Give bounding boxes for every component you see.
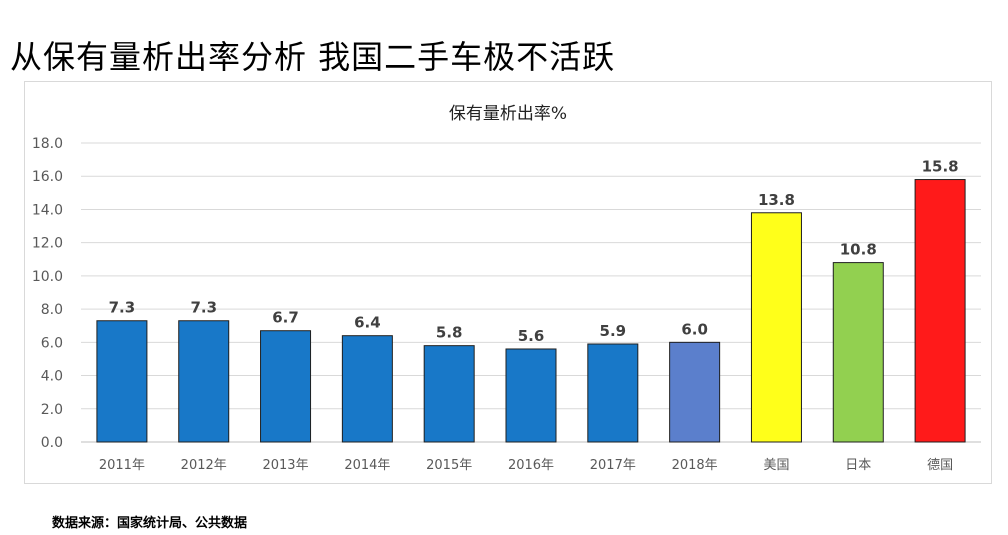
- y-tick-label: 14.0: [32, 202, 63, 218]
- x-tick-label: 2012年: [181, 458, 227, 473]
- y-tick-label: 4.0: [41, 369, 63, 385]
- bar: [914, 179, 966, 443]
- source-note: 数据来源：国家统计局、公共数据: [52, 516, 248, 531]
- y-tick-label: 6.0: [41, 335, 63, 351]
- y-tick-label: 12.0: [32, 236, 63, 252]
- x-tick-label: 2013年: [262, 458, 308, 473]
- x-tick-label: 日本: [845, 458, 871, 473]
- data-label: 5.9: [600, 322, 627, 340]
- x-tick-label: 2014年: [344, 458, 390, 473]
- data-label: 10.8: [840, 241, 877, 259]
- y-tick-label: 0.0: [41, 435, 63, 451]
- chart-title: 保有量析出率%: [449, 104, 567, 124]
- page-title: 从保有量析出率分析 我国二手车极不活跃: [10, 38, 616, 76]
- y-tick-label: 8.0: [41, 302, 63, 318]
- data-label: 7.3: [190, 299, 217, 317]
- data-label: 6.7: [272, 309, 299, 327]
- data-label: 15.8: [922, 158, 959, 176]
- bar: [750, 212, 802, 443]
- bar: [178, 320, 230, 443]
- x-tick-label: 美国: [763, 458, 789, 473]
- data-label: 7.3: [109, 299, 136, 317]
- y-tick-label: 16.0: [32, 169, 63, 185]
- data-label: 6.0: [681, 320, 708, 338]
- data-label: 5.6: [518, 327, 545, 345]
- y-tick-label: 18.0: [32, 136, 63, 152]
- bar: [260, 330, 312, 443]
- data-label: 6.4: [354, 314, 381, 332]
- bar: [96, 320, 148, 443]
- x-tick-label: 2015年: [426, 458, 472, 473]
- bar: [505, 348, 557, 443]
- x-tick-label: 2011年: [99, 458, 145, 473]
- x-tick-label: 2017年: [590, 458, 636, 473]
- y-tick-label: 2.0: [41, 402, 63, 418]
- bar: [423, 345, 475, 443]
- x-tick-label: 2016年: [508, 458, 554, 473]
- x-tick-label: 2018年: [672, 458, 718, 473]
- data-label: 5.8: [436, 324, 463, 342]
- chart-area: 保有量析出率% 0.0 2.0 4.0 6.0 8.0 10.0 12.0 14.0 16.0 1…: [24, 81, 992, 484]
- bar-chart: 保有量析出率% 0.0 2.0 4.0 6.0 8.0 10.0 12.0 14.0 16.0 1…: [32, 104, 981, 473]
- bar: [669, 341, 721, 443]
- bar: [832, 262, 884, 443]
- bar: [341, 335, 393, 443]
- y-tick-label: 10.0: [32, 269, 63, 285]
- bar: [587, 343, 639, 443]
- x-tick-label: 德国: [927, 458, 953, 473]
- data-label: 13.8: [758, 191, 795, 209]
